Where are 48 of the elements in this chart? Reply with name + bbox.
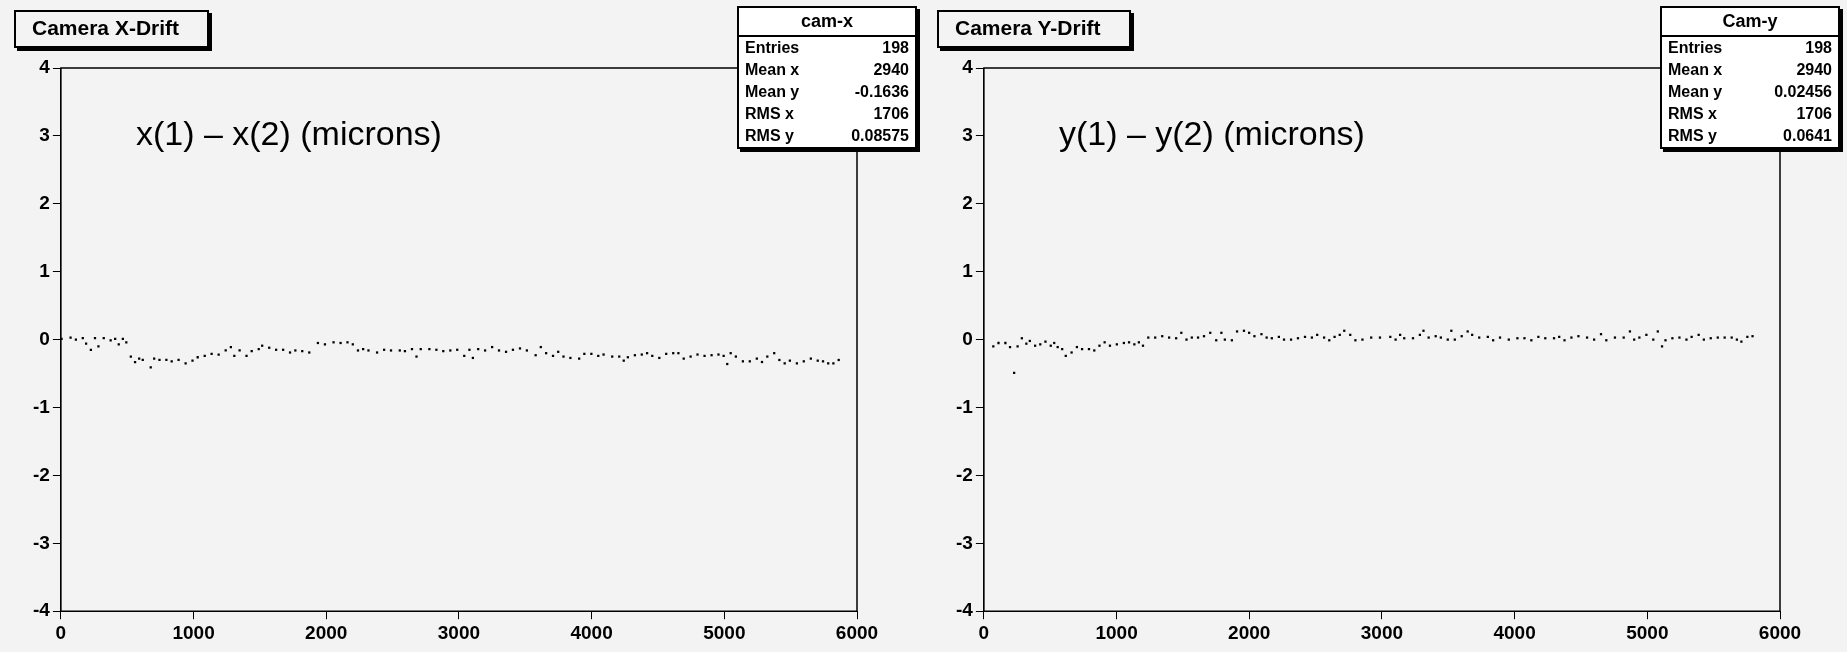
text: Mean y -0.1636 bbox=[745, 83, 909, 100]
y-axis-title: y(1) – y(2) (microns) bbox=[1058, 114, 1365, 153]
text: cam-x bbox=[739, 8, 915, 37]
text: Mean x 2940 bbox=[745, 61, 909, 78]
x-tick-label: 1000 bbox=[1095, 621, 1138, 643]
x-tick-label: 1000 bbox=[172, 621, 215, 643]
y-tick-label: -1 bbox=[32, 395, 51, 417]
y-tick-label: -2 bbox=[955, 463, 973, 485]
x-tick-label: 4000 bbox=[570, 621, 613, 643]
y-axis-title: x(1) – x(2) (microns) bbox=[135, 114, 442, 153]
text: Mean x 2940 bbox=[1668, 61, 1832, 78]
text: RMS y 0.0641 bbox=[1668, 127, 1832, 144]
chart-title: Camera X-Drift bbox=[14, 10, 210, 48]
text: RMS x 1706 bbox=[745, 105, 909, 122]
y-tick-label: 1 bbox=[39, 259, 51, 281]
y-tick-label: -3 bbox=[32, 531, 50, 553]
x-tick-label: 3000 bbox=[437, 621, 481, 643]
x-tick-label: 4000 bbox=[1493, 621, 1536, 643]
y-tick-label: -2 bbox=[32, 463, 50, 485]
y-tick-label: 0 bbox=[962, 327, 973, 349]
y-tick-label: -3 bbox=[955, 531, 973, 553]
text: Cam-y bbox=[1662, 8, 1838, 37]
text: Entries 198 bbox=[745, 39, 909, 56]
y-tick-label: 3 bbox=[962, 124, 973, 146]
chart-title: Camera Y-Drift bbox=[937, 10, 1131, 48]
text: RMS x 1706 bbox=[1668, 105, 1832, 122]
text: RMS y 0.08575 bbox=[745, 127, 909, 144]
x-tick-label: 2000 bbox=[305, 621, 348, 643]
x-tick-label: 3000 bbox=[1360, 621, 1404, 643]
y-tick-label: -1 bbox=[955, 395, 974, 417]
x-tick-label: 6000 bbox=[1758, 621, 1802, 643]
y-tick-label: -4 bbox=[955, 599, 974, 621]
y-tick-label: 0 bbox=[39, 327, 50, 349]
x-tick-label: 0 bbox=[978, 621, 990, 643]
y-tick-label: 1 bbox=[962, 259, 974, 281]
x-tick-label: 5000 bbox=[703, 621, 746, 643]
y-tick-label: 4 bbox=[39, 56, 51, 78]
text: Entries 198 bbox=[1668, 39, 1832, 56]
y-tick-label: 2 bbox=[39, 192, 50, 214]
x-tick-label: 5000 bbox=[1626, 621, 1669, 643]
y-tick-label: 2 bbox=[962, 192, 973, 214]
x-tick-label: 6000 bbox=[835, 621, 879, 643]
y-tick-label: -4 bbox=[32, 599, 51, 621]
x-tick-label: 0 bbox=[55, 621, 67, 643]
x-tick-label: 2000 bbox=[1228, 621, 1271, 643]
text: Mean y 0.02456 bbox=[1668, 83, 1832, 100]
y-tick-label: 4 bbox=[962, 56, 974, 78]
y-tick-label: 3 bbox=[39, 124, 50, 146]
